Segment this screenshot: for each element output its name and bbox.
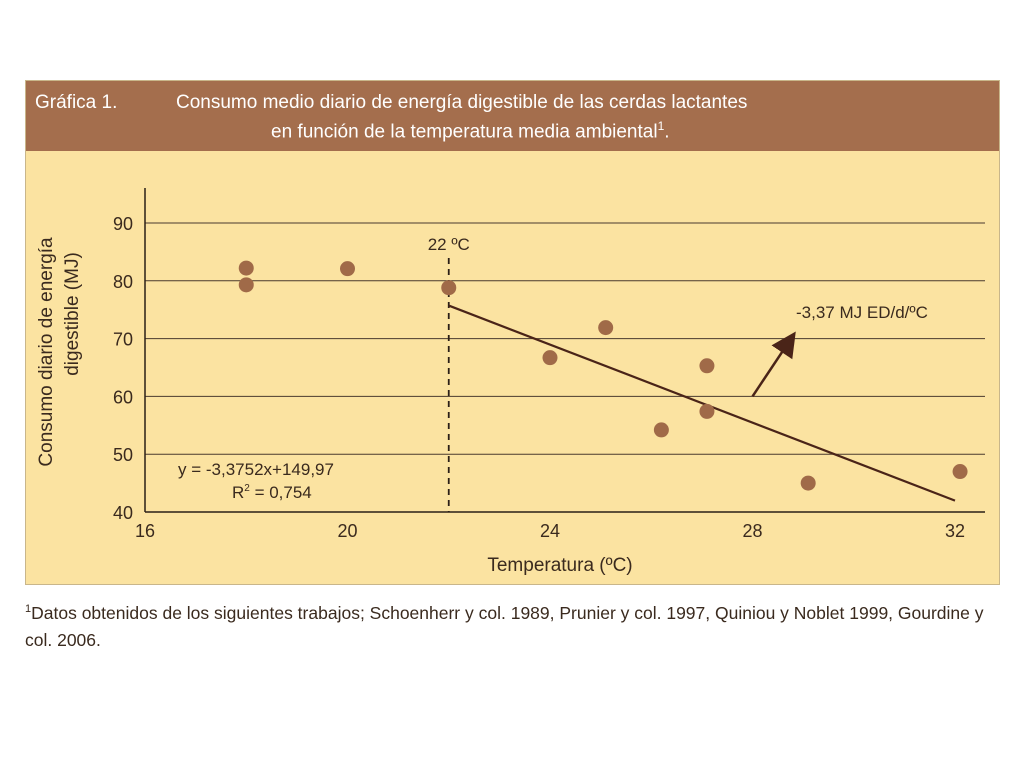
footnote: 1Datos obtenidos de los siguientes traba…	[25, 596, 1005, 654]
annotation-arrow	[751, 331, 796, 398]
figure-title-line1: Consumo medio diario de energía digestib…	[176, 92, 748, 113]
r-squared-exponent: 2	[244, 483, 250, 494]
y-axis-title-line2: digestible (MJ)	[62, 252, 83, 376]
r-squared-value: = 0,754	[250, 483, 312, 502]
x-tick-label: 32	[945, 521, 965, 541]
y-tick-label: 70	[113, 330, 133, 350]
footnote-text: Datos obtenidos de los siguientes trabaj…	[25, 602, 984, 650]
data-point	[598, 320, 614, 336]
x-tick-label: 16	[135, 521, 155, 541]
data-point	[699, 403, 715, 419]
y-tick-label: 90	[113, 214, 133, 234]
data-point	[699, 358, 715, 374]
regression-equation: y = -3,3752x+149,97	[178, 460, 334, 479]
x-axis-title: Temperatura (ºC)	[487, 555, 632, 576]
figure-frame: Gráfica 1. Consumo medio diario de energ…	[25, 80, 1000, 585]
figure-title-line2: en función de la temperatura media ambie…	[271, 119, 670, 143]
data-point	[653, 422, 669, 438]
x-tick-label: 28	[742, 521, 762, 541]
footnote-mark: 1	[25, 603, 32, 615]
figure-title-end: .	[664, 121, 670, 143]
figure-title-line2-text: en función de la temperatura media ambie…	[271, 121, 658, 143]
data-point	[238, 277, 254, 293]
data-point	[340, 261, 355, 277]
y-tick-label: 50	[113, 445, 133, 465]
data-point	[800, 475, 816, 491]
data-point	[238, 260, 254, 276]
y-axis-title-line1: Consumo diario de energía	[36, 237, 57, 467]
x-tick-label: 24	[540, 521, 560, 541]
trendline	[448, 304, 956, 502]
figure-label: Gráfica 1.	[35, 92, 118, 113]
r-squared-symbol: R	[232, 483, 244, 502]
y-tick-label: 80	[113, 272, 133, 292]
threshold-label: 22 ºC	[428, 235, 470, 254]
data-point	[952, 464, 968, 480]
y-tick-label: 40	[113, 503, 133, 523]
data-point	[441, 280, 457, 296]
r-squared: R2 = 0,754	[232, 483, 312, 502]
figure-header: Gráfica 1. Consumo medio diario de energ…	[26, 81, 999, 151]
x-tick-label: 20	[337, 521, 357, 541]
y-tick-label: 60	[113, 387, 133, 407]
figure-title-footnote-mark: 1	[657, 119, 665, 133]
slope-annotation: -3,37 MJ ED/d/ºC	[796, 303, 928, 322]
data-point	[542, 350, 558, 366]
